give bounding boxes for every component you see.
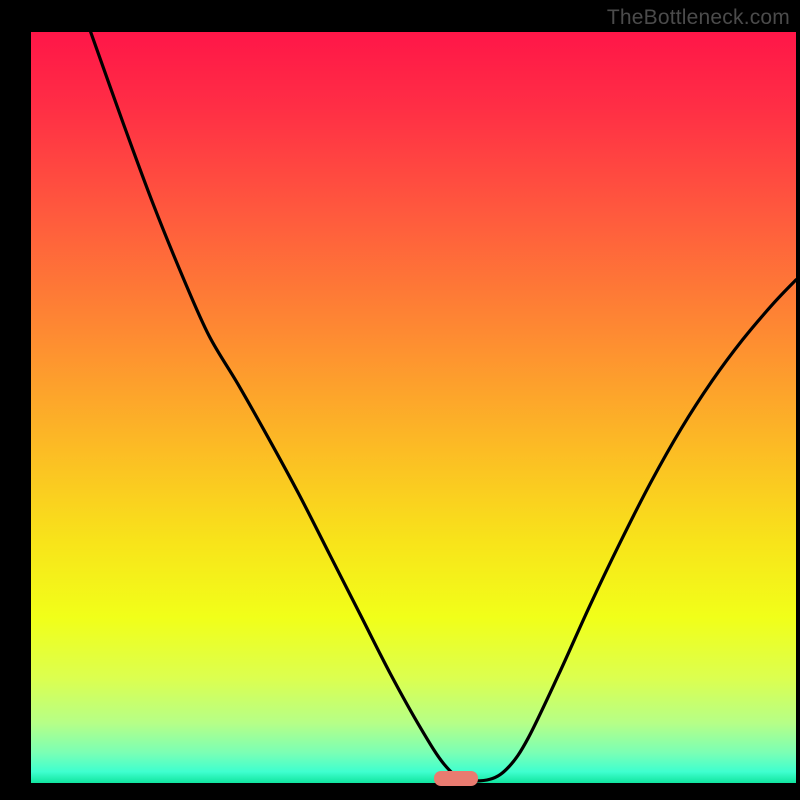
- chart-container: TheBottleneck.com: [0, 0, 800, 800]
- optimal-marker: [434, 771, 478, 786]
- curve-path: [91, 32, 796, 781]
- watermark-text: TheBottleneck.com: [607, 6, 790, 30]
- bottleneck-curve: [0, 0, 800, 800]
